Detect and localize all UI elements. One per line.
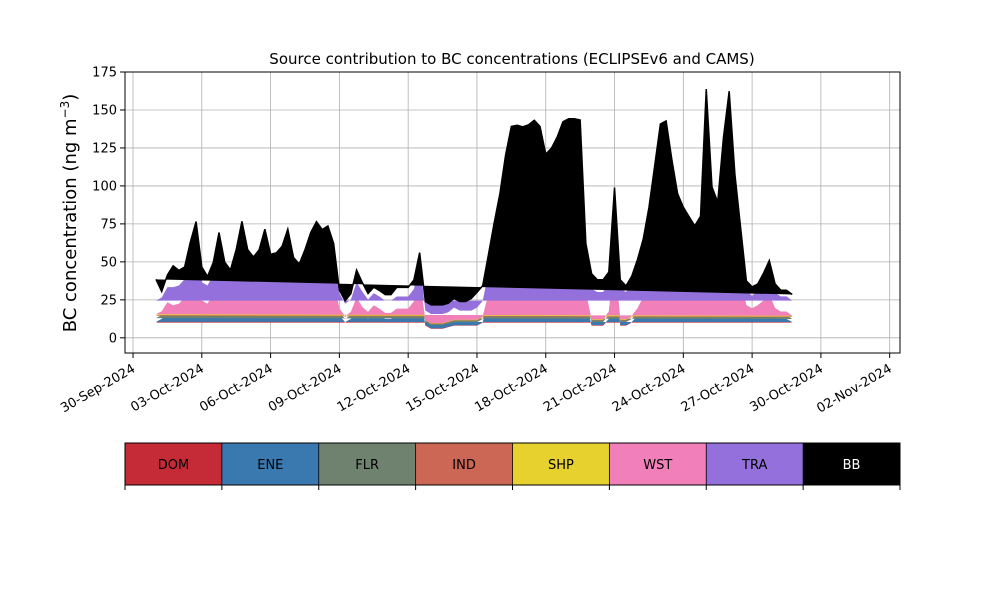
legend-colorbar: DOM ENE FLR IND SHP WST TRA BB: [124, 442, 901, 490]
plot-frame: [124, 71, 901, 354]
x-tick-label: 06-Oct-2024: [197, 361, 275, 415]
x-tick-label: 18-Oct-2024: [472, 361, 550, 415]
axes: 0 25 50 75 100 125 150 175 30-Sep-202403-Oct-202…: [58, 66, 901, 416]
legend-swatch-shp: [512, 443, 610, 485]
y-axis-label: BC concentration (ng m−3): [58, 94, 81, 333]
x-tick-label: 27-Oct-2024: [679, 361, 757, 415]
legend-label-ene: ENE: [257, 458, 283, 473]
x-tick-label: 15-Oct-2024: [404, 361, 482, 415]
x-tick-label: 30-Oct-2024: [748, 361, 826, 415]
area-series-bb: [155, 89, 793, 305]
y-tick-label: 50: [100, 255, 117, 270]
y-tick-label: 175: [92, 66, 117, 81]
x-tick-label: 12-Oct-2024: [335, 361, 413, 415]
x-tick-label: 02-Nov-2024: [814, 361, 894, 416]
x-tick-label: 30-Sep-2024: [58, 361, 138, 416]
legend-label-tra: TRA: [741, 458, 767, 473]
y-tick-label: 125: [92, 141, 117, 156]
legend-label-wst: WST: [643, 458, 672, 473]
x-tick-label: 24-Oct-2024: [610, 361, 688, 415]
y-tick-label: 75: [100, 217, 117, 232]
x-tick-label: 03-Oct-2024: [128, 361, 206, 415]
chart-title: Source contribution to BC concentrations…: [269, 50, 754, 68]
y-axis-label-close: ): [60, 94, 81, 101]
legend-swatch-dom: [125, 443, 222, 485]
y-tick-label: 25: [100, 293, 117, 308]
y-tick-label: 150: [92, 103, 117, 118]
legend-swatch-tra: [706, 443, 804, 485]
y-axis-label-unit-exponent: −3: [58, 101, 72, 119]
legend-swatch-bb: [803, 443, 900, 485]
legend-label-ind: IND: [452, 458, 476, 473]
y-axis-label-main: BC concentration (ng m: [60, 118, 81, 332]
legend-label-shp: SHP: [548, 458, 574, 473]
x-tick-label: 21-Oct-2024: [541, 361, 619, 415]
legend-label-dom: DOM: [158, 458, 189, 473]
legend-swatch-ind: [415, 443, 513, 485]
y-tick-label: 100: [92, 179, 117, 194]
x-tick-label: 09-Oct-2024: [266, 361, 344, 415]
legend-label-flr: FLR: [355, 458, 379, 473]
legend-swatch-ene: [221, 443, 319, 485]
legend-swatch-wst: [609, 443, 707, 485]
legend-swatch-flr: [318, 443, 416, 485]
total-outline-line: [155, 88, 793, 306]
y-tick-label: 0: [109, 331, 117, 346]
stacked-areas: [155, 88, 793, 329]
legend-label-bb: BB: [843, 458, 861, 473]
